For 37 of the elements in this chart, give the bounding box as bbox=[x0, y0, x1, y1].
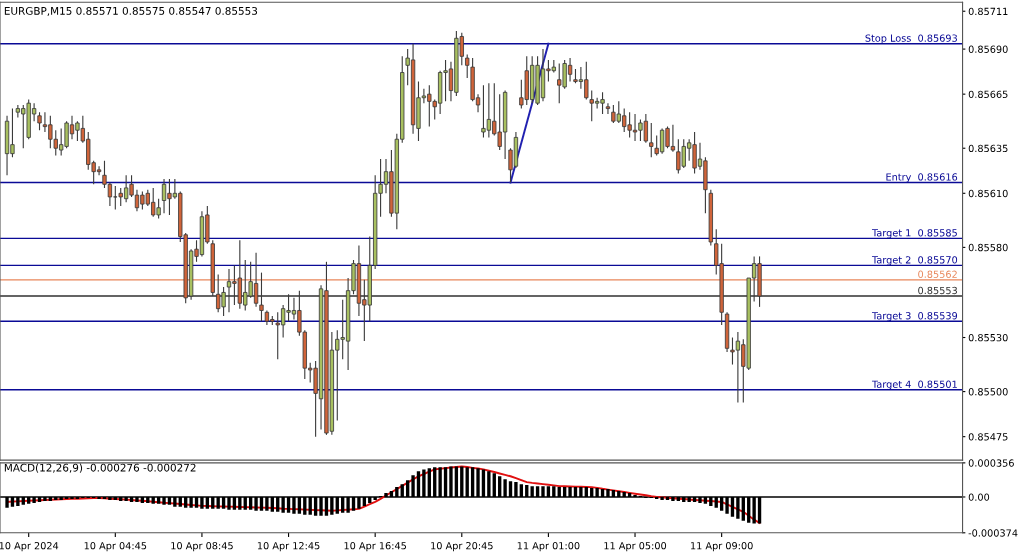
ref-line-label: Stop Loss 0.85693 bbox=[865, 34, 957, 44]
x-tick-label: 10 Apr 12:45 bbox=[257, 542, 320, 552]
ref-line-label: Entry 0.85616 bbox=[886, 173, 958, 183]
y-tick-label: 0.85665 bbox=[968, 90, 1008, 98]
candlestick bbox=[37, 111, 42, 131]
bar bbox=[660, 496, 664, 500]
y-tick-label: 0.85610 bbox=[968, 189, 1008, 198]
y-tick-label: 0.000356 bbox=[968, 459, 1014, 467]
x-tick-label: 10 Apr 04:45 bbox=[84, 542, 147, 552]
x-tick-label: 11 Apr 05:00 bbox=[604, 542, 667, 552]
y-tick-label: -0.000374 bbox=[968, 529, 1018, 537]
x-tick-label: 10 Apr 16:45 bbox=[344, 542, 407, 552]
ref-line-label: Target 4 0.85501 bbox=[871, 380, 957, 390]
x-tick-label: 10 Apr 08:45 bbox=[171, 542, 233, 552]
y-tick-label: 0.85530 bbox=[968, 333, 1008, 342]
y-tick-label: 0.85475 bbox=[968, 433, 1008, 441]
y-tick-label: 0.85711 bbox=[968, 7, 1008, 16]
y-tick-label: 0.85635 bbox=[968, 144, 1008, 153]
ref-line-label: Target 3 0.85539 bbox=[871, 312, 958, 322]
candlestick bbox=[605, 102, 611, 115]
ref-line-label: Target 2 0.85570 bbox=[871, 256, 958, 266]
y-tick-label: 0.00 bbox=[968, 493, 990, 501]
y-tick-label: 0.85500 bbox=[968, 388, 1008, 396]
ref-line-label: 0.85562 bbox=[918, 270, 957, 278]
candlestick bbox=[465, 53, 470, 79]
candlestick bbox=[649, 122, 654, 158]
x-tick-label: 10 Apr 2024 bbox=[0, 542, 59, 552]
ref-line-label: 0.85553 bbox=[918, 286, 957, 295]
chart-title: EURGBP,M15 0.85571 0.85575 0.85547 0.85553 bbox=[4, 6, 258, 16]
ref-line-label: Target 1 0.85585 bbox=[871, 229, 957, 239]
y-tick-label: 0.85580 bbox=[968, 243, 1008, 252]
x-tick-label: 11 Apr 09:00 bbox=[691, 542, 753, 552]
x-tick-label: 10 Apr 20:45 bbox=[431, 542, 493, 552]
chart-title: MACD(12,26,9) -0.000276 -0.000272 bbox=[4, 463, 196, 473]
x-tick-label: 11 Apr 01:00 bbox=[517, 542, 580, 552]
line-series bbox=[6, 465, 761, 524]
y-tick-label: 0.85690 bbox=[968, 45, 1008, 53]
